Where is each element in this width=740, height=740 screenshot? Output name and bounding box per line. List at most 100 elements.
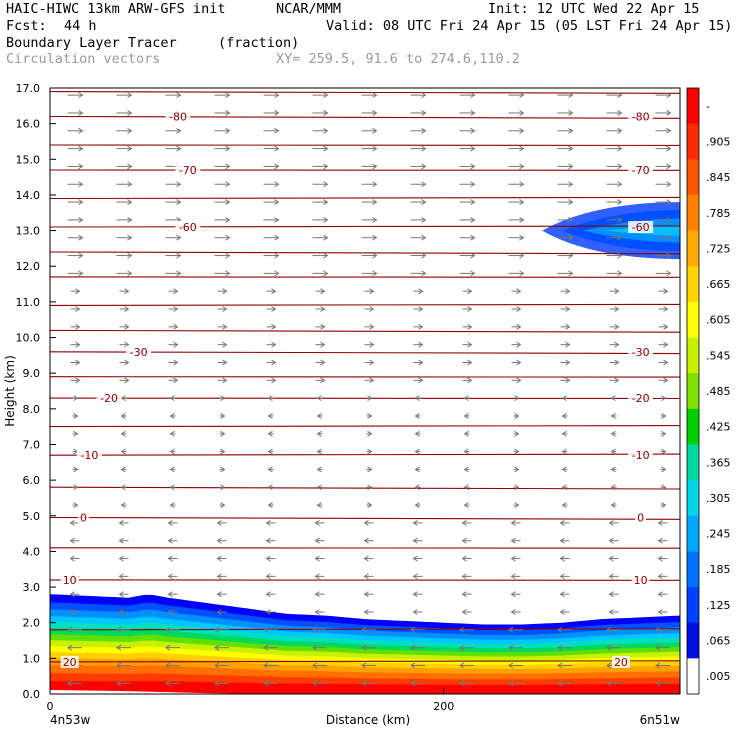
circulation-vector	[608, 537, 619, 544]
vector-head	[173, 288, 179, 295]
vector-head	[222, 341, 228, 348]
vector-head	[657, 519, 663, 526]
vector-head	[666, 163, 672, 170]
vector-head	[67, 644, 73, 651]
vector-head	[461, 537, 467, 544]
circulation-vector	[510, 537, 521, 544]
circulation-vector	[610, 448, 617, 455]
vector-head	[463, 413, 469, 419]
circulation-vector	[658, 288, 669, 295]
circulation-vector	[560, 323, 571, 330]
contour-label-bg	[175, 221, 201, 234]
temperature-contour	[50, 251, 680, 255]
circulation-vector	[606, 234, 623, 241]
vector-head	[614, 341, 620, 348]
circulation-vector	[67, 644, 82, 651]
circulation-vector	[167, 591, 178, 598]
vector-head	[418, 377, 424, 384]
circulation-vector	[414, 395, 421, 402]
vector-head	[363, 573, 369, 580]
vector-head	[165, 644, 171, 651]
temperature-contour	[50, 424, 680, 428]
circulation-vector	[366, 395, 373, 402]
vector-head	[519, 181, 525, 188]
vector-head	[463, 395, 469, 402]
circulation-vector	[217, 288, 228, 295]
vector-head	[467, 306, 473, 312]
vector-head	[372, 216, 378, 223]
vector-head	[78, 216, 84, 223]
vector-head	[69, 609, 75, 615]
temperature-contour	[50, 660, 680, 663]
vector-head	[666, 110, 672, 116]
circulation-vector	[214, 644, 229, 651]
vector-head	[75, 359, 81, 366]
vector-head	[265, 591, 271, 598]
vector-head	[519, 252, 525, 259]
vector-head	[263, 626, 269, 633]
vector-head	[176, 92, 182, 99]
vector-head	[617, 199, 623, 205]
vector-head	[267, 502, 273, 508]
circulation-vector	[263, 662, 278, 669]
vector-head	[421, 270, 427, 277]
circulation-vector	[606, 216, 623, 223]
circulation-vector	[67, 92, 84, 99]
circulation-vector	[214, 662, 229, 669]
circulation-vector	[513, 502, 520, 508]
vector-head	[67, 626, 73, 633]
vector-head	[323, 252, 329, 259]
vector-head	[414, 502, 420, 508]
circulation-vector	[316, 502, 323, 508]
vector-head	[463, 430, 469, 437]
circulation-vector	[165, 127, 182, 134]
y-tick-label: 9.0	[23, 367, 41, 380]
circulation-vector	[361, 626, 376, 633]
vector-head	[666, 234, 672, 241]
contour-label-bg	[628, 449, 654, 462]
vector-head	[120, 430, 126, 437]
circulation-vector	[116, 662, 131, 669]
vector-head	[663, 359, 669, 366]
circulation-vector	[610, 466, 617, 473]
vector-head	[167, 537, 173, 544]
circulation-vector	[459, 127, 476, 134]
circulation-vector	[655, 163, 672, 170]
circulation-vector	[557, 163, 574, 170]
vector-head	[557, 644, 563, 651]
circulation-vector	[312, 199, 329, 205]
temperature-contour	[50, 115, 680, 119]
circulation-vector	[655, 680, 670, 687]
vector-head	[216, 609, 222, 615]
circulation-vector	[361, 92, 378, 99]
vector-head	[314, 555, 320, 562]
vector-head	[220, 448, 226, 455]
vector-head	[610, 448, 616, 455]
temperature-contour	[50, 516, 680, 520]
vector-head	[610, 484, 616, 491]
circulation-vector	[263, 110, 280, 116]
circulation-vector	[119, 359, 130, 366]
vector-head	[617, 270, 623, 277]
vector-head	[418, 341, 424, 348]
vector-head	[78, 92, 84, 99]
circulation-vector	[316, 484, 323, 491]
circulation-vector	[463, 484, 470, 491]
vector-head	[214, 662, 220, 669]
circulation-vector	[361, 662, 376, 669]
vector-head	[116, 680, 122, 687]
vector-head	[312, 680, 318, 687]
circulation-vector	[606, 199, 623, 205]
vector-head	[363, 609, 369, 615]
vector-head	[418, 288, 424, 295]
vector-head	[559, 591, 565, 598]
circulation-vector	[312, 270, 329, 277]
vector-head	[118, 537, 124, 544]
vector-head	[614, 288, 620, 295]
vector-head	[214, 680, 220, 687]
circulation-vector	[561, 448, 568, 455]
circulation-vector	[508, 181, 525, 188]
vector-head	[610, 502, 616, 508]
circulation-vector	[606, 110, 623, 116]
circulation-vector	[214, 163, 231, 170]
